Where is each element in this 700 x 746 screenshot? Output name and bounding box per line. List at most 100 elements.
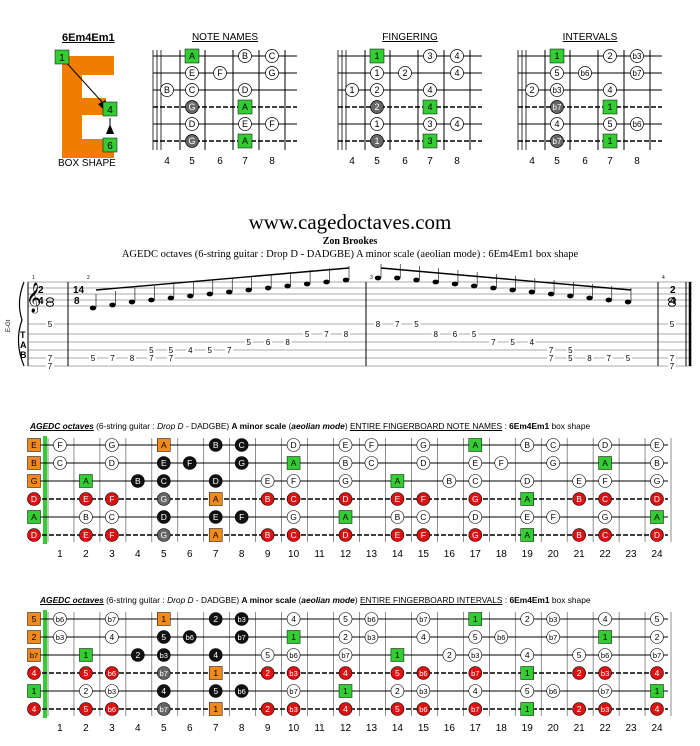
- fingerboard-note-label: 1: [343, 686, 348, 696]
- diagram-note-label: C: [269, 51, 276, 61]
- tab-fret-number: 8: [587, 354, 592, 363]
- fingerboard-note-marker: [156, 702, 171, 716]
- fingerboard-note-label: 4: [110, 632, 115, 642]
- fingerboard-note-label: b3: [160, 651, 168, 660]
- note-head: [624, 299, 632, 305]
- tab-fret-number: 8: [344, 330, 349, 339]
- whole-note: [668, 301, 676, 307]
- fingerboard-note-label: A: [395, 476, 401, 486]
- fingerboard-note-marker: [338, 666, 353, 680]
- tab-fret-bg: [566, 353, 575, 362]
- fingerboard-note-marker: [260, 492, 275, 506]
- fingerboard-note-label: b7: [341, 651, 349, 660]
- tab-fret-number: 7: [549, 346, 554, 355]
- diagram-note-marker: [603, 83, 617, 97]
- fingerboard-note-label: E: [31, 440, 37, 450]
- fingerboard-fret-number: 13: [366, 723, 378, 734]
- fingerboard-note-marker: [208, 474, 223, 488]
- diagram-note-label: G: [268, 68, 275, 78]
- fingerboard-note-marker: [416, 456, 431, 470]
- fingerboard-note-marker: [520, 438, 535, 452]
- diagram-note-label: 4: [427, 85, 432, 95]
- diagram-note-label: b6: [581, 69, 590, 78]
- fingerboard-note-label: 1: [213, 668, 218, 678]
- tab-fret-number: 5: [91, 354, 96, 363]
- diagram-root-marker: [602, 133, 618, 149]
- fingerboard-note-marker: [338, 456, 353, 470]
- fingerboard-note-label: F: [369, 440, 374, 450]
- fingerboard-note-marker: [79, 702, 93, 716]
- fingerboard-note-label: E: [576, 476, 582, 486]
- note-head: [470, 283, 478, 289]
- fingerboard-root-marker: [27, 684, 41, 698]
- diagram-fret-number: 7: [242, 156, 248, 166]
- fingerboard-note-marker: [131, 474, 145, 488]
- diagram-note-marker: [345, 83, 359, 97]
- fingerboard-fret-number: 21: [574, 549, 586, 560]
- tab-fret-bg: [450, 329, 459, 338]
- fingerboard-note-marker: [286, 648, 301, 662]
- fingerboard-note-marker: [286, 528, 301, 542]
- diagram-note-marker: [185, 66, 199, 80]
- fingerboard-note-marker: [27, 666, 41, 680]
- fingerboard-note-marker: [650, 528, 664, 542]
- diagram-note-label: b7: [553, 137, 562, 146]
- whole-note: [46, 301, 54, 307]
- fingerboard-nut: [43, 610, 47, 718]
- diagram-root-marker: [549, 48, 565, 64]
- fingerboard-note-marker: [364, 612, 379, 626]
- fingerboard-note-marker: [79, 492, 93, 506]
- tab-fret-bg: [147, 353, 156, 362]
- fingerboard-note-label: A: [524, 494, 530, 504]
- diagram-root-marker: [369, 48, 385, 64]
- note-beam: [380, 267, 632, 291]
- diagram-note-marker: [423, 49, 437, 63]
- fingerboard-fret-number: 17: [470, 549, 482, 560]
- heading-part: - DADGBE): [193, 595, 242, 605]
- tab-fret-bg: [186, 345, 195, 354]
- treble-clef: 𝄞: [26, 282, 41, 314]
- diagram-root-marker: [422, 99, 438, 115]
- fingerboard-note-label: C: [368, 458, 374, 468]
- fingerboard-note-label: C: [291, 494, 297, 504]
- fingerboard-note-label: b6: [419, 669, 427, 678]
- fingerboard-fret-number: 14: [392, 549, 404, 560]
- fingerboard-root-marker: [79, 474, 93, 488]
- tab-fret-bg: [342, 329, 350, 338]
- fingerboard-note-label: E: [265, 476, 271, 486]
- tab-fret-number: 7: [48, 354, 53, 363]
- fingerboard-fret-number: 24: [651, 549, 663, 560]
- heading-part: - DADGBE): [183, 421, 232, 431]
- fingerboard-note-marker: [598, 528, 612, 542]
- fingerboard-note-label: B: [343, 458, 349, 468]
- fingerboard-note-label: B: [265, 494, 271, 504]
- fingerboard-fret-number: 12: [340, 723, 352, 734]
- note-head: [509, 287, 516, 293]
- fingerboard-root-marker: [208, 666, 223, 680]
- note-head: [586, 295, 593, 301]
- tab-fret-bg: [412, 319, 421, 328]
- diagram-title-intervals: INTERVALS: [562, 32, 618, 43]
- diagram-note-marker: [525, 83, 539, 97]
- fingerboard-note-marker: [105, 702, 119, 716]
- fingerboard-note-label: 4: [421, 632, 426, 642]
- time-sig-den: 8: [74, 296, 80, 307]
- tab-fret-number: 5: [414, 320, 419, 329]
- tab-fret-number: 5: [169, 346, 174, 355]
- tab-fret-number: 5: [670, 320, 675, 329]
- fingerboard-note-label: 1: [291, 632, 296, 642]
- fingerboard-note-marker: [338, 648, 353, 662]
- fingerboard-note-marker: [598, 666, 612, 680]
- tab-fret-bg: [489, 337, 498, 346]
- diagram-note-label: 3: [427, 51, 432, 61]
- fingerboard-note-label: 2: [577, 704, 582, 714]
- heading-part: ENTIRE FINGERBOARD INTERVALS: [359, 595, 503, 605]
- fingerboard-note-marker: [546, 612, 560, 626]
- fingerboard-fret-number: 13: [366, 549, 378, 560]
- tab-fret-bg: [127, 353, 136, 362]
- tab-fret-bg: [508, 337, 517, 346]
- fingerboard-note-label: 2: [395, 686, 400, 696]
- fingerboard-note-marker: [260, 474, 275, 488]
- fingerboard-note-label: C: [239, 440, 245, 450]
- fingerboard-note-marker: [208, 612, 223, 626]
